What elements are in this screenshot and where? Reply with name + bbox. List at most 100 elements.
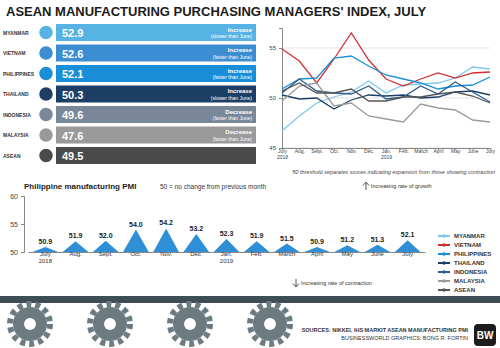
x-tick-label: March <box>414 148 428 154</box>
y-axis: 455055 <box>269 29 282 152</box>
legend-swatch <box>438 271 450 273</box>
data-label: 52.0 <box>99 232 113 239</box>
country-name: ASEAN <box>3 153 21 159</box>
summary-bar <box>56 86 256 103</box>
chart-note: 50 threshold separates scores indicating… <box>292 169 495 175</box>
legend-swatch-dot <box>442 243 446 247</box>
chart-title: Philippine manufacturing PMI <box>24 182 136 191</box>
line-plot <box>282 33 490 131</box>
grid-line <box>282 48 490 49</box>
title: ASEAN MANUFACTURING PURCHASING MANAGERS'… <box>6 4 426 19</box>
data-label: 52.1 <box>401 231 415 238</box>
summary-row: THAILAND50.3Increase(slower than June) <box>3 86 256 103</box>
summary-bar <box>56 65 256 82</box>
summary-change: Decrease <box>225 109 252 115</box>
tick-label-line: March <box>414 148 428 154</box>
x-tick: Dec. <box>190 251 203 257</box>
legend-swatch <box>438 262 450 264</box>
legend-swatch <box>438 235 450 237</box>
flag <box>39 66 54 81</box>
chart-subtitle: 50 = no change from previous month <box>160 183 266 191</box>
y-tick: 55 <box>269 45 282 51</box>
x-tick: Aug. <box>69 251 82 257</box>
summary-value: 52.6 <box>62 48 83 60</box>
legend: MYANMARVIETNAMPHILIPPINESTHAILANDINDONES… <box>438 233 491 293</box>
logo: BW <box>477 330 494 341</box>
decoration <box>0 296 500 344</box>
x-tick-label: Dec. <box>190 251 203 257</box>
gear-hub <box>104 318 116 330</box>
y-tick-label: 60 <box>10 193 18 200</box>
x-tick: March <box>279 251 296 257</box>
data-labels: 50.951.952.054.054.253.252.351.951.550.9… <box>39 219 415 244</box>
gear <box>93 307 127 341</box>
gear <box>13 307 47 341</box>
summary-bar <box>56 45 256 62</box>
x-tick: Jan.2019 <box>220 251 234 264</box>
country-name: MALAYSIA <box>3 132 29 138</box>
y-tick-mark <box>279 98 282 99</box>
x-tick-label: July <box>402 251 413 257</box>
data-label: 52.3 <box>220 230 234 237</box>
legend-swatch-dot <box>442 261 446 265</box>
country-name: VIETNAM <box>3 50 26 56</box>
y-tick-label: 50 <box>269 95 276 101</box>
country-name: INDONESIA <box>3 112 31 118</box>
x-tick: April <box>433 148 443 154</box>
flag <box>39 87 54 102</box>
gear-hub <box>184 318 196 330</box>
annotation: Increasing rate of contraction <box>301 280 372 286</box>
gear <box>253 307 287 341</box>
x-tick-label: July <box>486 148 495 154</box>
summary-row: ASEAN49.5 <box>3 147 256 164</box>
legend-swatch-dot <box>442 288 446 292</box>
tick-label-line: Oct. <box>130 251 141 257</box>
summary-row: INDONESIA49.6Decrease(faster than June) <box>3 106 256 123</box>
x-tick: July <box>402 251 413 257</box>
x-tick-label: July2018 <box>277 148 288 160</box>
x-tick: May <box>451 148 461 154</box>
x-tick: Feb. <box>399 148 409 154</box>
data-label: 51.3 <box>371 236 385 243</box>
tick-label-line: Dec. <box>364 148 374 154</box>
grid <box>282 48 490 148</box>
x-tick-label: Dec. <box>364 148 374 154</box>
x-tick-label: Oct. <box>130 251 141 257</box>
country-name: PHILIPPINES <box>3 71 35 77</box>
x-tick-label: June <box>468 148 479 154</box>
x-axis: July2018 Aug. Sept. Oct. Nov. Dec. Jan.2019 Feb… <box>29 251 426 264</box>
legend-label: PHILIPPINES <box>454 251 491 257</box>
tick-label-line: Feb. <box>399 148 409 154</box>
data-label: 50.9 <box>39 238 53 245</box>
summary-value: 47.6 <box>62 130 83 142</box>
tick-label-line: 2018 <box>277 154 288 160</box>
tick-label-line: Aug. <box>69 251 82 257</box>
series-line <box>282 83 490 103</box>
legend-label: ASEAN <box>454 287 475 293</box>
flag <box>39 46 54 61</box>
legend-swatch <box>438 289 450 291</box>
x-tick: July <box>486 148 495 154</box>
page: ASEAN MANUFACTURING PURCHASING MANAGERS'… <box>0 0 500 348</box>
flag <box>39 25 54 40</box>
gear-teeth <box>250 304 290 344</box>
x-tick: Sept. <box>99 251 113 257</box>
arrow <box>363 182 369 190</box>
x-tick-label: April <box>433 148 443 154</box>
x-axis: July2018Aug.Sept.Oct.Nov.Dec.Jan.2019Feb… <box>277 148 496 160</box>
summary-note: (faster than June) <box>213 74 253 80</box>
tick-label-line: Sept. <box>99 251 113 257</box>
x-tick: July2018 <box>39 251 53 264</box>
y-tick: 50 <box>269 95 282 101</box>
x-tick-label: Nov. <box>160 251 172 257</box>
gear-hub <box>24 318 36 330</box>
x-tick-label: Feb. <box>251 251 263 257</box>
legend-label: THAILAND <box>454 260 485 266</box>
logo-box <box>474 324 496 346</box>
data-label: 51.9 <box>250 232 264 239</box>
tick-label-line: Nov. <box>347 148 357 154</box>
flag <box>39 107 54 122</box>
summary-change: Decrease <box>225 129 252 135</box>
summary-row: PHILIPPINES52.1Increase(faster than June… <box>3 65 256 82</box>
tick-label-line: 2019 <box>381 154 392 160</box>
